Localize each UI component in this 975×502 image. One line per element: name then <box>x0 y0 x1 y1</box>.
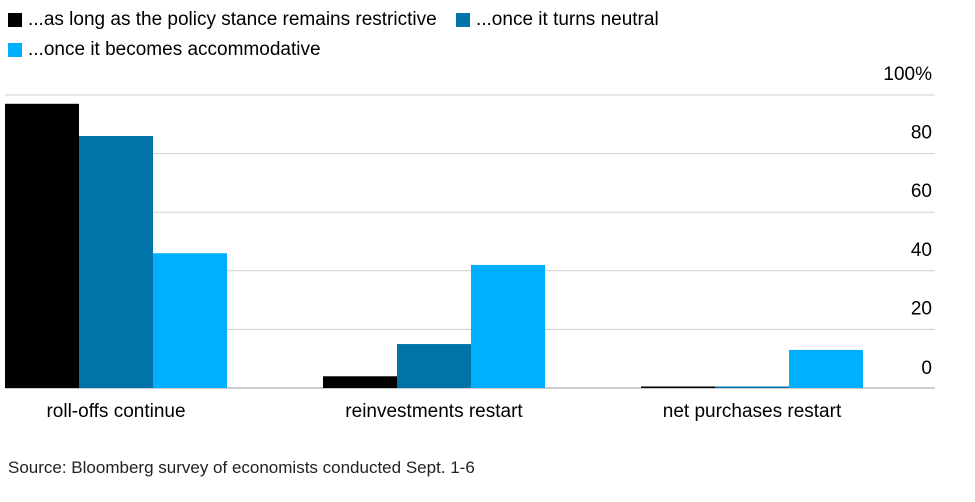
y-axis: 0 20 40 60 80 100% <box>883 64 932 379</box>
x-axis: roll-offs continue reinvestments restart n… <box>46 401 841 422</box>
y-tick-label-60: 60 <box>911 181 932 202</box>
y-tick-label-80: 80 <box>911 123 932 144</box>
bar-1-2 <box>471 264 545 388</box>
legend-label-neutral: ...once it turns neutral <box>475 9 659 30</box>
x-category-label-0: roll-offs continue <box>46 401 185 422</box>
legend-swatch-neutral <box>455 13 470 27</box>
bar-1-1 <box>397 344 471 388</box>
legend-label-accommodative: ...once it becomes accommodative <box>28 39 321 60</box>
y-tick-label-100: 100% <box>883 64 932 85</box>
bar-2-0 <box>641 386 715 388</box>
legend-item-restrictive: ...as long as the policy stance remains … <box>8 6 437 34</box>
x-category-label-1: reinvestments restart <box>345 401 523 422</box>
legend: ...as long as the policy stance remains … <box>8 6 908 66</box>
bar-2-2 <box>789 349 863 388</box>
bar-0-0 <box>5 103 79 388</box>
source-note: Source: Bloomberg survey of economists c… <box>8 458 475 477</box>
x-category-label-2: net purchases restart <box>663 401 842 422</box>
legend-swatch-accommodative <box>8 43 22 57</box>
legend-label-restrictive: ...as long as the policy stance remains … <box>28 9 437 30</box>
bar-0-1 <box>79 136 153 388</box>
y-tick-label-20: 20 <box>911 298 932 319</box>
bar-1-0 <box>323 376 397 388</box>
bar-0-2 <box>153 253 227 388</box>
bar-2-1 <box>715 386 789 388</box>
legend-swatch-restrictive <box>8 13 22 27</box>
y-tick-label-40: 40 <box>911 240 932 261</box>
legend-item-accommodative: ...once it becomes accommodative <box>8 36 321 64</box>
y-tick-label-0: 0 <box>921 358 932 379</box>
bars <box>5 103 863 388</box>
legend-item-neutral: ...once it turns neutral <box>455 6 659 34</box>
